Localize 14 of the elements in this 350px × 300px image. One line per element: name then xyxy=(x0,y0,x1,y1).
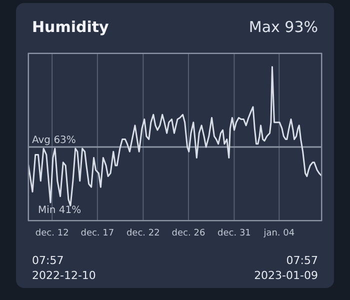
x-tick-label: dec. 22 xyxy=(126,228,160,238)
text: Max 93% xyxy=(248,18,318,36)
x-tick-label: dec. 12 xyxy=(35,228,69,238)
text: 07:57 xyxy=(286,254,318,267)
x-tick-label: dec. 17 xyxy=(80,228,114,238)
x-tick-label: dec. 31 xyxy=(218,228,251,238)
text: 2023-01-09 xyxy=(254,269,318,282)
ref-line-label: Avg 63% xyxy=(32,135,76,146)
text: 07:57 xyxy=(32,254,64,267)
x-tick-label: dec. 26 xyxy=(172,228,206,238)
chart-title: Humidity xyxy=(32,18,109,36)
x-tick-label: jan. 04 xyxy=(262,228,295,238)
text: 2022-12-10 xyxy=(32,269,96,282)
annotation: Min 41% xyxy=(38,205,82,216)
